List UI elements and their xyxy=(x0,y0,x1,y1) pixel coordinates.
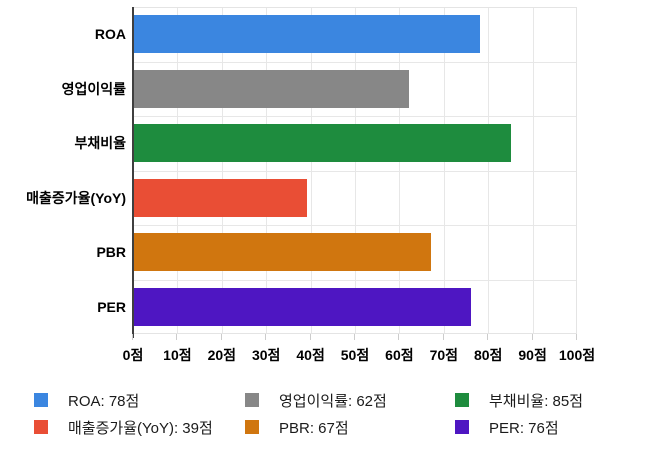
x-tick-mark xyxy=(309,334,311,340)
x-tick-label: 0점 xyxy=(122,347,144,363)
legend-label: PBR: 67점 xyxy=(279,419,349,437)
legend-item[interactable]: 부채비율: 85점 xyxy=(455,392,584,410)
horizontal-gridline xyxy=(134,116,576,117)
bar-PBR[interactable] xyxy=(134,233,432,272)
legend-label: 영업이익률: 62점 xyxy=(279,392,387,410)
legend-item[interactable]: PER: 76점 xyxy=(455,419,559,437)
category-label: PBR xyxy=(96,244,126,261)
legend-label: 부채비율: 85점 xyxy=(489,392,584,410)
x-tick-mark xyxy=(531,334,533,340)
legend-swatch xyxy=(245,420,259,434)
horizontal-gridline xyxy=(134,225,576,226)
bar-영업이익률[interactable] xyxy=(134,69,410,108)
x-tick-mark xyxy=(176,334,178,340)
horizontal-gridline xyxy=(134,279,576,281)
x-tick-mark xyxy=(442,334,444,340)
legend-item[interactable]: 영업이익률: 62점 xyxy=(245,392,387,410)
x-tick-label: 60점 xyxy=(385,347,414,363)
x-tick-label: 100점 xyxy=(558,347,596,363)
legend-swatch xyxy=(455,393,469,407)
x-tick-mark xyxy=(576,334,577,340)
legend-swatch xyxy=(34,393,48,407)
legend-swatch xyxy=(34,420,48,434)
legend-label: 매출증가율(YoY): 39점 xyxy=(68,419,213,437)
horizontal-gridline xyxy=(134,170,576,172)
y-axis-line xyxy=(132,7,134,338)
x-tick-mark xyxy=(398,334,400,340)
bar-ROA[interactable] xyxy=(134,15,481,54)
x-tick-mark xyxy=(265,334,267,340)
legend-swatch xyxy=(245,393,259,407)
x-tick-label: 70점 xyxy=(429,347,459,363)
plot-area xyxy=(133,7,577,334)
legend-item[interactable]: PBR: 67점 xyxy=(245,419,349,437)
category-label: 매출증가율(YoY) xyxy=(26,189,126,206)
category-label: 영업이익률 xyxy=(61,80,126,97)
x-tick-label: 80점 xyxy=(473,347,503,363)
bar-부채비율[interactable] xyxy=(134,124,512,163)
legend-label: ROA: 78점 xyxy=(68,392,140,410)
x-tick-label: 20점 xyxy=(207,347,237,363)
category-label: ROA xyxy=(94,26,126,43)
legend-swatch xyxy=(455,420,469,434)
category-label: PER xyxy=(97,298,126,315)
x-tick-label: 10점 xyxy=(163,347,192,363)
x-tick-label: 90점 xyxy=(518,347,547,363)
x-tick-label: 40점 xyxy=(296,347,325,363)
bar-매출증가율(YoY)[interactable] xyxy=(134,178,308,217)
legend-item[interactable]: 매출증가율(YoY): 39점 xyxy=(34,419,213,437)
horizontal-gridline xyxy=(134,61,576,63)
x-tick-label: 30점 xyxy=(251,347,281,363)
x-tick-mark xyxy=(354,334,355,340)
legend-item[interactable]: ROA: 78점 xyxy=(34,392,140,410)
x-tick-label: 50점 xyxy=(340,347,370,363)
x-tick-mark xyxy=(132,334,133,340)
x-tick-mark xyxy=(220,334,222,340)
legend-label: PER: 76점 xyxy=(489,419,559,437)
x-tick-mark xyxy=(487,334,489,340)
bar-PER[interactable] xyxy=(134,287,472,326)
category-label: 부채비율 xyxy=(74,135,126,152)
